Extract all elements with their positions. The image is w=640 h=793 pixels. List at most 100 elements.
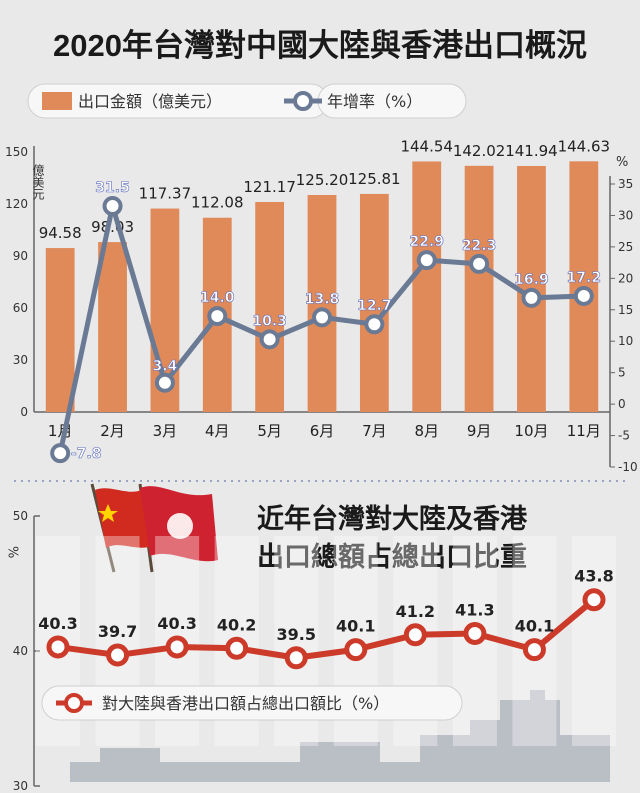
x-tick-label: 7月: [362, 422, 387, 440]
right-tick-label: -10: [618, 460, 638, 474]
left-tick-label: 120: [5, 197, 28, 211]
bottom-title-line1: 近年台灣對大陸及香港: [257, 503, 528, 535]
legend-line-marker: [293, 91, 313, 111]
top-legend: 出口金額（億美元） 年增率（%）: [27, 83, 467, 119]
share-value-label: 40.1: [336, 617, 375, 636]
share-value-label: 41.2: [396, 602, 435, 621]
share-point: [225, 636, 249, 660]
left-tick-label: 30: [13, 353, 28, 367]
bar-value-label: 121.17: [243, 178, 296, 196]
bauhinia-icon: [167, 513, 193, 539]
x-tick-label: 8月: [414, 422, 439, 440]
legend-bar-swatch: [42, 92, 72, 110]
bar-value-label: 117.37: [139, 185, 192, 203]
bar-value-label: 144.54: [400, 137, 453, 155]
growth-point: [573, 285, 594, 306]
growth-point: [207, 306, 228, 327]
bar-value-label: 94.58: [39, 224, 82, 242]
share-point: [403, 623, 427, 647]
right-tick-label: 20: [618, 271, 633, 285]
bottom-y-tick-label: 30: [13, 779, 28, 793]
flags-decoration: [90, 483, 218, 573]
ship-silhouette: [70, 690, 610, 782]
share-point: [582, 588, 606, 612]
growth-value-label: 12.7: [357, 298, 392, 314]
growth-value-label: 16.9: [514, 272, 549, 288]
growth-value-label: 13.8: [305, 291, 340, 307]
legend-bar-label: 出口金額（億美元）: [78, 92, 222, 111]
growth-value-label: -7.8: [71, 446, 102, 462]
left-tick-label: 0: [20, 405, 28, 419]
bar-value-label: 141.94: [505, 142, 558, 160]
share-value-label: 43.8: [574, 567, 613, 586]
growth-value-label: 22.3: [462, 238, 497, 254]
bar-value-label: 125.81: [348, 170, 401, 188]
bar: [359, 193, 389, 412]
share-value-label: 40.2: [217, 615, 256, 634]
share-value-label: 40.1: [515, 617, 554, 636]
china-flag-icon: [95, 488, 152, 548]
share-point: [522, 638, 546, 662]
china-flag-star-icon: [98, 504, 118, 522]
bottom-title-line2: 出口總額占總出口比重: [257, 541, 527, 573]
bar: [45, 248, 75, 412]
bottom-y-unit: %: [5, 546, 20, 558]
bar-value-label: 142.02: [453, 142, 506, 160]
top-line-series: -7.8 31.5 3.4 14.0 10.3 13.8 12.7 22.9 22.3 16.9 1…: [50, 180, 602, 464]
growth-point: [154, 372, 175, 393]
right-tick-label: 0: [618, 397, 626, 411]
right-tick-label: 30: [618, 208, 633, 222]
bottom-legend: 對大陸與香港出口額占總出口額比（%）: [41, 685, 463, 721]
bottom-y-tick-label: 50: [13, 509, 28, 523]
x-tick-label: 5月: [257, 422, 282, 440]
x-tick-label: 2月: [100, 422, 125, 440]
top-axes: 150 120 90 60 30 0 億美元 35 30 25 20 15 10 5 0 -5 -10%: [5, 145, 638, 474]
right-tick-label: 25: [618, 240, 633, 254]
growth-point: [416, 250, 437, 271]
x-tick-label: 3月: [153, 422, 178, 440]
share-point: [284, 646, 308, 670]
right-axis-unit: %: [616, 155, 628, 170]
bar-value-label: 144.63: [558, 137, 611, 155]
share-point: [344, 638, 368, 662]
left-tick-label: 150: [5, 145, 28, 159]
growth-point: [102, 196, 123, 217]
bottom-legend-marker: [64, 693, 84, 713]
x-tick-label: 4月: [205, 422, 230, 440]
growth-point: [312, 307, 332, 328]
bottom-legend-box: [41, 685, 463, 721]
growth-value-label: 14.0: [200, 290, 235, 306]
growth-value-label: 3.4: [153, 359, 178, 375]
bar: [98, 242, 127, 412]
x-tick-label: 11月: [567, 422, 601, 440]
share-point: [463, 621, 487, 645]
bottom-legend-label: 對大陸與香港出口額占總出口額比（%）: [102, 694, 389, 713]
bottom-line-series: 40.3 39.7 40.3 40.2 39.5 40.1 41.2 41.3 40.1 43.8: [38, 567, 614, 670]
bottom-y-tick-label: 40: [13, 644, 28, 658]
growth-point: [50, 443, 71, 464]
right-tick-label: 35: [618, 177, 633, 191]
growth-point: [259, 329, 280, 350]
x-tick-label: 6月: [310, 422, 335, 440]
bar: [412, 161, 442, 412]
x-tick-label: 10月: [514, 422, 548, 440]
growth-point: [521, 287, 542, 308]
share-line: [57, 597, 596, 661]
bar: [307, 194, 337, 412]
growth-point: [364, 314, 385, 335]
share-value-label: 40.3: [38, 614, 77, 633]
left-tick-label: 60: [13, 301, 28, 315]
left-axis-unit: 億美元: [31, 164, 45, 201]
growth-value-label: 10.3: [252, 313, 287, 329]
share-point: [165, 635, 189, 659]
growth-point: [469, 253, 490, 274]
growth-value-label: 17.2: [567, 270, 602, 286]
growth-value-label: 22.9: [409, 234, 444, 250]
share-value-label: 40.3: [157, 614, 196, 633]
right-tick-label: 15: [618, 303, 633, 317]
growth-value-label: 31.5: [95, 180, 130, 196]
share-point: [46, 635, 70, 659]
